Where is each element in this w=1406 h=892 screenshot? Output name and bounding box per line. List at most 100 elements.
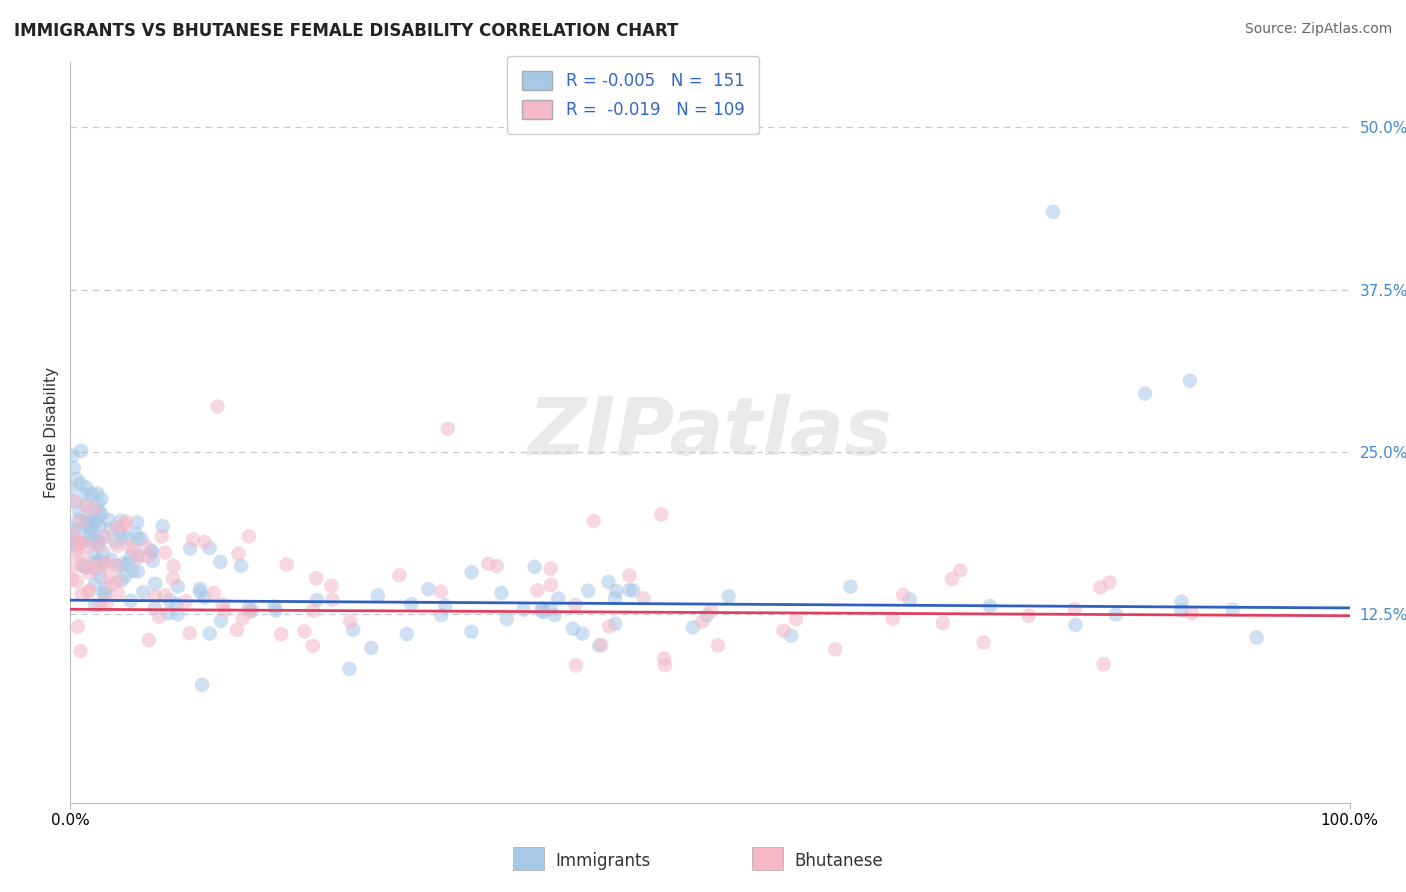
Point [157, 607, 180, 621]
Point [339, 615, 361, 629]
Point [93, 546, 115, 560]
Point [115, 515, 138, 529]
Point [633, 591, 655, 606]
Point [135, 540, 157, 554]
Point [73, 516, 96, 530]
Point [263, 599, 285, 614]
Point [388, 568, 411, 582]
Point [166, 607, 188, 622]
Point [83, 548, 105, 562]
Point [193, 535, 215, 549]
Point [270, 627, 292, 641]
Point [115, 531, 138, 545]
Point [127, 565, 149, 579]
Point [949, 563, 972, 577]
Point [120, 549, 142, 564]
Point [77, 529, 100, 543]
Point [62, 559, 84, 574]
Point [75, 499, 97, 513]
Point [87, 536, 110, 550]
Point [1018, 608, 1040, 623]
Point [418, 582, 440, 596]
Point [1098, 575, 1121, 590]
Point [512, 602, 534, 616]
Point [121, 564, 143, 578]
Point [89, 598, 111, 612]
Point [696, 608, 718, 623]
Point [80, 525, 103, 540]
Point [69, 547, 91, 561]
Point [941, 572, 963, 586]
Point [76, 499, 98, 513]
Point [619, 582, 641, 597]
Point [66, 523, 89, 537]
Point [79, 583, 101, 598]
Point [97, 570, 120, 584]
Point [543, 608, 565, 623]
Point [142, 554, 165, 568]
Point [621, 583, 644, 598]
Point [110, 514, 132, 528]
Point [477, 557, 499, 571]
Point [67, 513, 90, 527]
Point [198, 626, 221, 640]
Point [104, 535, 127, 549]
Point [367, 588, 389, 602]
Point [209, 555, 232, 569]
Point [131, 532, 153, 546]
Point [321, 579, 343, 593]
Point [150, 529, 173, 543]
Point [228, 547, 250, 561]
Point [654, 658, 676, 673]
Point [125, 526, 148, 541]
Point [62, 522, 84, 536]
Point [302, 603, 325, 617]
Point [202, 586, 225, 600]
Point [231, 558, 253, 573]
Point [1042, 204, 1064, 219]
Point [294, 624, 316, 639]
Point [83, 506, 105, 520]
Point [238, 601, 260, 615]
Point [86, 535, 108, 549]
Point [547, 591, 569, 606]
Point [66, 536, 89, 550]
Point [72, 535, 94, 549]
Point [395, 627, 418, 641]
Point [717, 590, 740, 604]
Point [100, 522, 122, 536]
Point [174, 594, 197, 608]
Point [80, 524, 103, 539]
Point [96, 595, 118, 609]
Y-axis label: Female Disability: Female Disability [44, 367, 59, 499]
Point [60, 481, 83, 495]
Point [1181, 606, 1204, 620]
Point [110, 574, 132, 588]
Point [434, 599, 457, 613]
Point [66, 574, 89, 588]
Point [198, 541, 221, 555]
Point [619, 568, 641, 582]
Point [603, 591, 626, 606]
Point [485, 559, 508, 574]
Point [127, 533, 149, 547]
Point [652, 651, 675, 665]
Point [179, 541, 201, 556]
Point [143, 589, 166, 603]
Point [571, 626, 593, 640]
Point [118, 539, 141, 553]
Point [87, 512, 110, 526]
Point [67, 537, 90, 551]
Point [65, 545, 87, 559]
Point [76, 560, 98, 574]
Point [80, 535, 103, 549]
Point [491, 586, 513, 600]
Point [100, 578, 122, 592]
Point [540, 578, 562, 592]
Point [105, 574, 128, 588]
Point [83, 502, 105, 516]
Point [598, 574, 620, 589]
Text: ZIPatlas: ZIPatlas [527, 393, 893, 472]
Point [591, 638, 613, 652]
Point [73, 487, 96, 501]
